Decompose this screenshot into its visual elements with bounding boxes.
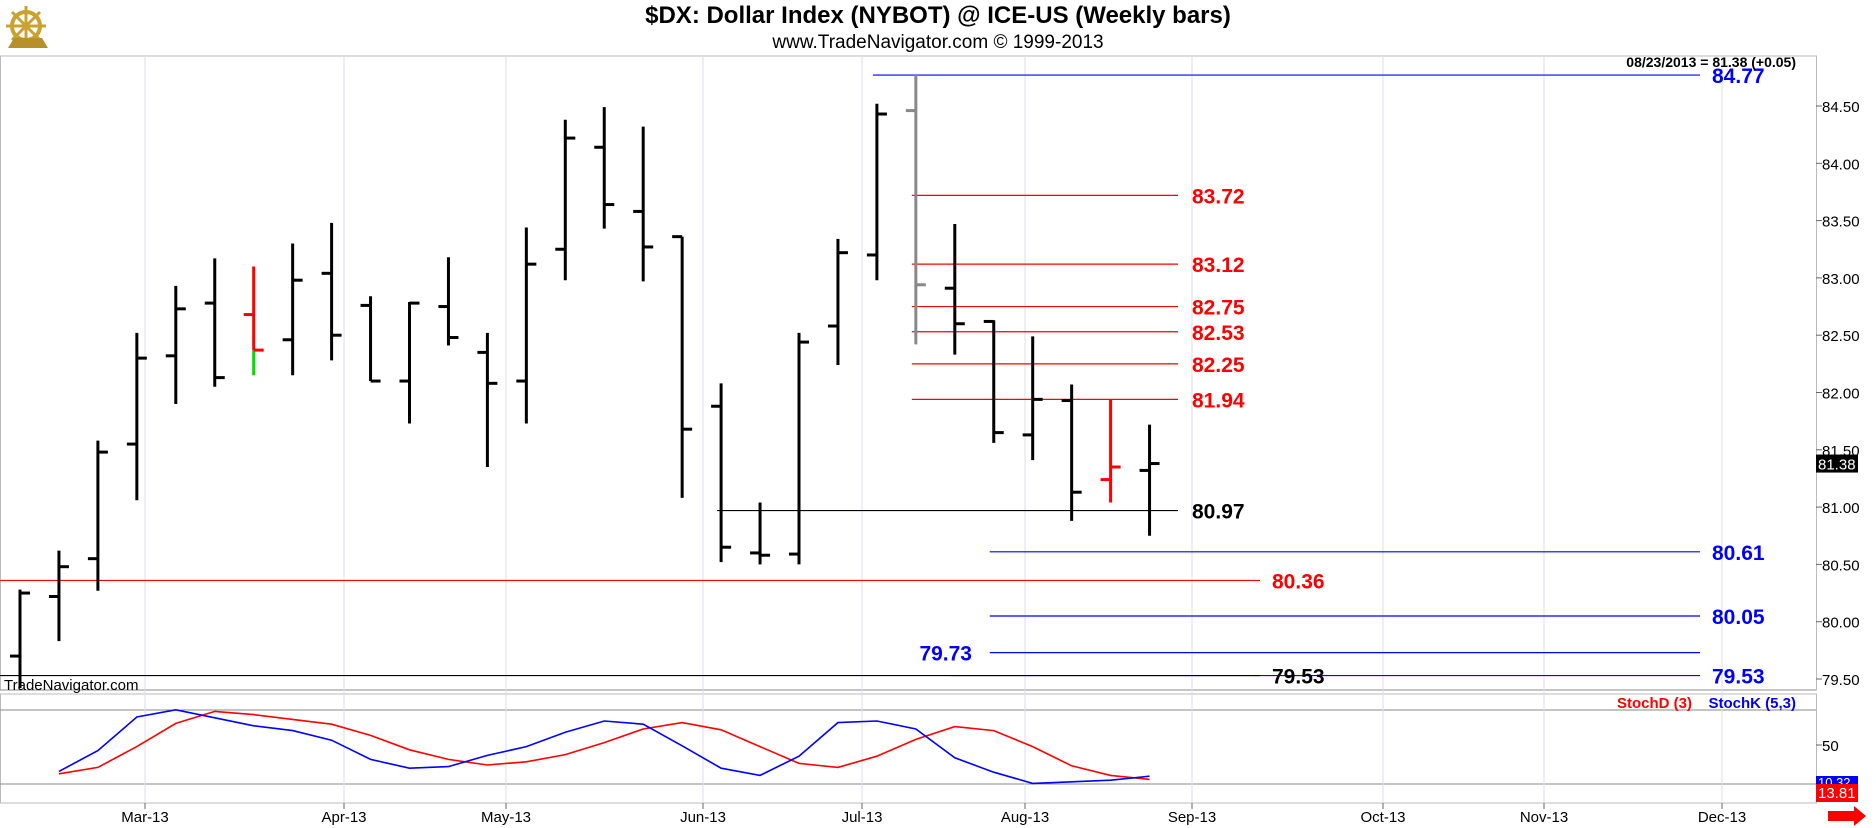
- level-label-82-25: 82.25: [1192, 354, 1245, 377]
- x-tick-label-oct-13: Oct-13: [1360, 809, 1405, 826]
- x-tick-label-mar-13: Mar-13: [121, 809, 169, 826]
- level-label-80-61: 80.61: [1712, 542, 1765, 565]
- level-label-79-53: 79.53: [1712, 666, 1765, 689]
- y-tick-label: 80.50: [1822, 557, 1860, 574]
- watermark-label: TradeNavigator.com: [4, 677, 139, 694]
- level-label-84-77: 84.77: [1712, 65, 1765, 88]
- y-tick-label: 79.50: [1822, 672, 1860, 689]
- level-label-83-72: 83.72: [1192, 185, 1245, 208]
- last-price-label: 81.38: [1818, 457, 1856, 474]
- level-label-80-05: 80.05: [1712, 606, 1765, 629]
- chart-title: $DX: Dollar Index (NYBOT) @ ICE-US (Week…: [645, 2, 1231, 29]
- scroll-right-arrow-icon[interactable]: [1828, 806, 1866, 826]
- x-tick-label-may-13: May-13: [481, 809, 531, 826]
- stoch-d-value-label: 13.81: [1818, 785, 1856, 802]
- stoch-line-d: [58, 710, 1150, 781]
- y-tick-label: 81.00: [1822, 500, 1860, 517]
- level-label-80-36: 80.36: [1272, 570, 1325, 593]
- y-tick-label: 82.50: [1822, 328, 1860, 345]
- x-tick-label-jul-13: Jul-13: [842, 809, 883, 826]
- stoch-line-k: [58, 708, 1150, 785]
- y-tick-label: 80.00: [1822, 615, 1860, 632]
- ship-wheel-logo-icon: [2, 2, 54, 52]
- x-tick-label-aug-13: Aug-13: [1001, 809, 1049, 826]
- level-label-81-94: 81.94: [1192, 389, 1245, 412]
- x-tick-label-nov-13: Nov-13: [1520, 809, 1568, 826]
- last-quote-label: 08/23/2013 = 81.38 (+0.05): [1626, 54, 1796, 70]
- stoch-d-value-box: [1816, 784, 1858, 802]
- level-label-79-53: 79.53: [1272, 666, 1325, 689]
- last-price-box: [1816, 454, 1858, 473]
- y-tick-label: 83.50: [1822, 214, 1860, 231]
- level-label-80-97: 80.97: [1192, 501, 1245, 524]
- stoch-y-tick-label: 50: [1822, 738, 1839, 755]
- level-label-82-53: 82.53: [1192, 322, 1245, 345]
- legend-stochd: StochD (3): [1617, 695, 1692, 712]
- level-label-82-75: 82.75: [1192, 297, 1245, 320]
- y-tick-label: 83.00: [1822, 271, 1860, 288]
- legend-stochk: StochK (5,3): [1708, 695, 1796, 712]
- y-tick-label: 84.00: [1822, 156, 1860, 173]
- x-tick-label-apr-13: Apr-13: [321, 809, 366, 826]
- y-tick-label: 84.50: [1822, 99, 1860, 116]
- level-label-79-73: 79.73: [919, 643, 972, 666]
- chart-subtitle: www.TradeNavigator.com © 1999-2013: [772, 32, 1104, 53]
- chart-header: $DX: Dollar Index (NYBOT) @ ICE-US (Week…: [0, 0, 1876, 56]
- x-tick-label-jun-13: Jun-13: [680, 809, 726, 826]
- level-label-83-12: 83.12: [1192, 254, 1245, 277]
- x-tick-label-sep-13: Sep-13: [1168, 809, 1216, 826]
- x-tick-label-dec-13: Dec-13: [1698, 809, 1746, 826]
- y-tick-label: 82.00: [1822, 386, 1860, 403]
- stochastic-panel-frame: [0, 693, 1817, 804]
